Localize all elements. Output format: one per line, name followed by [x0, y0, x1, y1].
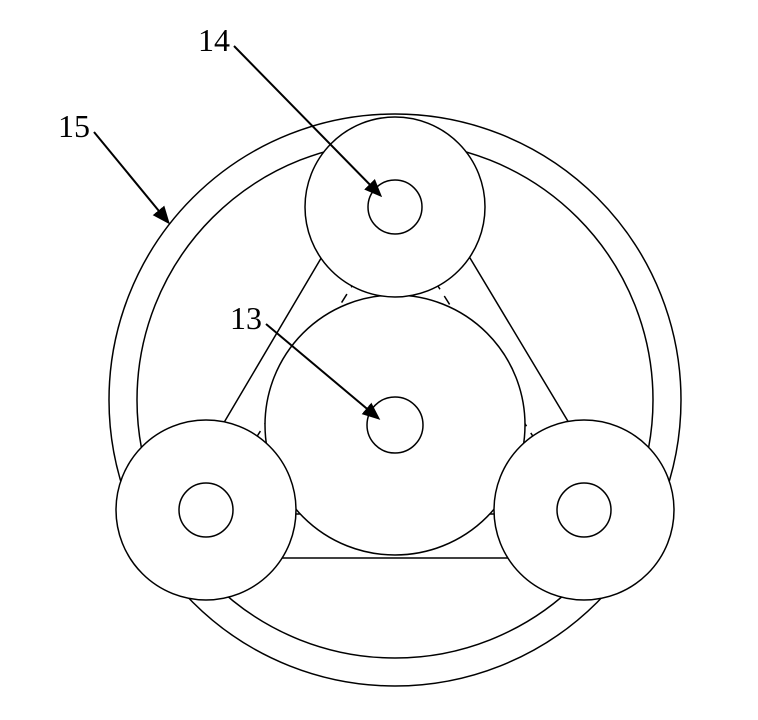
label-15: 15: [58, 108, 90, 145]
label-14: 14: [198, 22, 230, 59]
planet-gear-outer-0: [305, 117, 485, 297]
sun-gear-outer: [265, 295, 525, 555]
label-13: 13: [230, 300, 262, 337]
planetary-gear-diagram: [0, 0, 758, 720]
leader-15: [94, 132, 168, 222]
leader-14: [234, 46, 380, 195]
planet-gear-outer-1: [116, 420, 296, 600]
planet-gear-outer-2: [494, 420, 674, 600]
